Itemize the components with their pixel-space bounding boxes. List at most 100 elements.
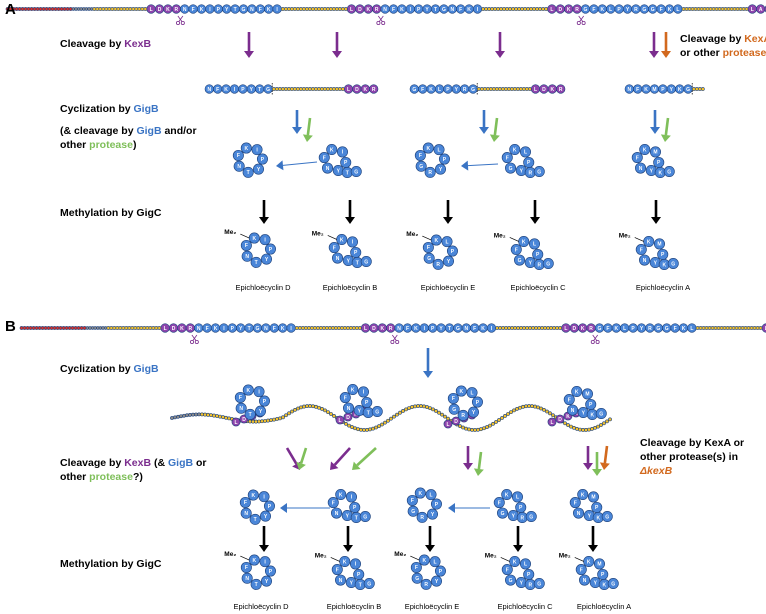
residue-label: G <box>242 7 246 13</box>
residue-label: F <box>244 500 247 506</box>
residue-label: P <box>451 249 455 255</box>
cyclic-peptide: K IPY TNF <box>234 384 270 420</box>
residue-label: Y <box>257 167 261 173</box>
residue-bead <box>440 412 444 417</box>
residue-label: I <box>491 326 493 332</box>
residue-bead <box>369 84 379 94</box>
residue-label: K <box>166 7 170 13</box>
residue-bead <box>239 496 251 508</box>
residue-label: P <box>661 252 665 258</box>
residue-label: K <box>429 87 433 93</box>
residue-label: R <box>420 515 424 521</box>
residue-label: N <box>244 511 248 517</box>
residue-bead <box>430 498 442 510</box>
residue-bead <box>427 508 439 520</box>
residue-label: N <box>245 254 249 260</box>
residue-label: F <box>336 567 339 573</box>
residue-label: R <box>520 515 524 521</box>
residue-bead <box>336 146 348 158</box>
methylation-arrow-icon <box>259 200 269 224</box>
residue-label: G <box>665 326 669 332</box>
residue-bead <box>601 511 613 523</box>
residue-label: L <box>150 7 153 13</box>
label-run: (& cleavage by <box>60 125 136 137</box>
residue-label: D <box>355 87 359 93</box>
residue-bead <box>539 406 543 411</box>
cyclic-peptide: K IPY NF T G <box>327 488 371 524</box>
residue-label: L <box>350 7 353 13</box>
residue-label: K <box>330 147 334 153</box>
panel-b-kexa-label-line1: Cleavage by KexA or <box>640 437 744 449</box>
residue-label: K <box>251 493 255 499</box>
residue-bead <box>407 505 419 517</box>
residue-bead <box>259 234 271 246</box>
residue-bead <box>505 574 517 586</box>
residue-label: K <box>602 582 606 588</box>
residue-label: D <box>242 417 246 423</box>
residue-bead <box>501 564 513 576</box>
residue-bead <box>284 413 288 418</box>
residue-label: Y <box>529 260 533 266</box>
residue-label: T <box>247 170 250 176</box>
residue-label: F <box>636 87 639 93</box>
residue-label: R <box>575 7 579 13</box>
residue-label: N <box>183 7 187 13</box>
residue-label: G <box>509 166 513 172</box>
residue-label: Y <box>455 87 459 93</box>
residue-bead <box>424 166 436 178</box>
residue-label: Y <box>337 168 341 174</box>
residue-label: M <box>653 150 657 156</box>
methyl-label: Me₂ <box>312 230 324 237</box>
residue-label: L <box>434 559 437 565</box>
residue-label: F <box>411 498 414 504</box>
residue-bead <box>587 491 599 503</box>
label-run: GigB <box>134 103 159 115</box>
residue-label: Y <box>447 259 451 265</box>
cyclic-peptide: K IPY NF T G Me₂ <box>312 230 372 269</box>
residue-label: K <box>244 146 248 152</box>
residue-bead <box>360 256 372 268</box>
product-label-b-c: Epichloëcyclin C <box>497 602 553 611</box>
residue-bead <box>212 413 216 418</box>
residue-label: P <box>417 7 421 13</box>
scissors-icon <box>189 334 199 344</box>
methyl-label: Me₂ <box>559 552 571 559</box>
residue-label: Y <box>588 513 592 519</box>
residue-bead <box>493 497 505 509</box>
residue-bead <box>247 489 259 501</box>
residue-label: K <box>567 7 571 13</box>
residue-bead <box>443 414 447 419</box>
residue-label: Y <box>347 258 351 264</box>
panel-b-cleavage-label-line1: Cleavage by KexB (& GigB or <box>60 457 207 469</box>
residue-label: R <box>461 413 465 419</box>
residue-bead <box>575 427 579 431</box>
residue-label: K <box>600 7 604 13</box>
residue-bead <box>567 404 579 416</box>
residue-bead <box>415 160 427 172</box>
residue-label: K <box>581 492 585 498</box>
kexb-cleavage-arrow-icon <box>495 32 505 58</box>
residue-label: A <box>759 7 763 13</box>
residue-label: P <box>357 572 361 578</box>
residue-label: Y <box>654 260 658 266</box>
residue-label: L <box>446 422 449 428</box>
residue-label: Y <box>594 580 598 586</box>
residue-label: K <box>426 146 430 152</box>
residue-label: T <box>434 7 437 13</box>
residue-bead <box>256 153 268 165</box>
label-run: Cyclization by <box>60 103 134 115</box>
product-label-a-c: Epichloëcyclin C <box>510 283 566 292</box>
panel-b-kexa-label-line3: ΔkexB <box>639 465 673 477</box>
residue-bead <box>573 507 585 519</box>
residue-label: G <box>537 581 541 587</box>
residue-bead <box>434 409 438 413</box>
residue-label: P <box>231 326 235 332</box>
residue-bead <box>437 410 441 415</box>
residue-bead <box>503 414 507 418</box>
methyl-label: Me₂ <box>394 551 406 558</box>
residue-label: Y <box>346 513 350 519</box>
residue-label: F <box>574 500 577 506</box>
residue-label: I <box>351 495 353 501</box>
residue-label: F <box>419 153 422 159</box>
